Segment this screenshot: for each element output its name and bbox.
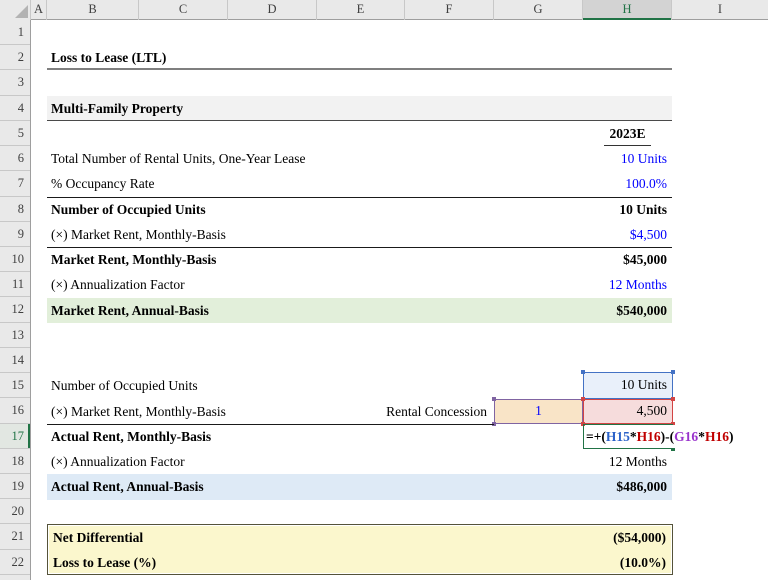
green-total-band <box>47 298 672 323</box>
border-above-row8 <box>47 197 672 198</box>
cell-h21-value[interactable]: ($54,000) <box>613 530 666 545</box>
cell-h22-value[interactable]: (10.0%) <box>619 555 666 570</box>
col-header-i[interactable]: I <box>717 2 723 16</box>
ref-handle <box>581 370 585 374</box>
formula-ref-h16: H16 <box>636 429 661 444</box>
col-header-h-selected[interactable]: H <box>583 0 672 20</box>
row-header[interactable]: 5 <box>0 121 30 147</box>
col-header-e[interactable]: E <box>317 0 405 20</box>
sheet-title-cell[interactable]: Loss to Lease (LTL) <box>47 45 672 70</box>
cell-h7-value[interactable]: 100.0% <box>625 176 667 191</box>
cell-h18-value[interactable]: 12 Months <box>608 454 667 469</box>
cell-b19-label[interactable]: Actual Rent, Annual-Basis <box>51 479 204 494</box>
cell-g16-ref-highlight[interactable]: 1 <box>492 397 585 426</box>
row-header[interactable]: 20 <box>0 499 30 525</box>
row-header[interactable]: 16 <box>0 398 30 424</box>
cell-h19-value[interactable]: $486,000 <box>616 479 667 494</box>
formula-part: =+( <box>586 429 606 444</box>
row-header[interactable]: 9 <box>0 222 30 247</box>
row-header[interactable]: 7 <box>0 171 30 197</box>
formula-edit-text[interactable]: =+(H15*H16)-(G16*H16) <box>586 425 736 448</box>
cell-b9-label[interactable]: (×) Market Rent, Monthly-Basis <box>51 227 226 242</box>
cell-b10-label[interactable]: Market Rent, Monthly-Basis <box>51 252 217 267</box>
col-header-f[interactable]: F <box>405 0 494 20</box>
row-header[interactable]: 12 <box>0 297 30 323</box>
cell-b15-label[interactable]: Number of Occupied Units <box>51 378 198 393</box>
cell-h15-value: 10 Units <box>620 377 667 392</box>
cell-b8-label[interactable]: Number of Occupied Units <box>51 202 206 217</box>
section-header-cell[interactable]: Multi-Family Property <box>47 96 672 121</box>
ref-handle <box>492 422 496 426</box>
col-header-c[interactable]: C <box>139 0 228 20</box>
ref-handle <box>581 397 585 401</box>
cell-b7-label[interactable]: % Occupancy Rate <box>51 176 155 191</box>
formula-part: ) <box>728 429 734 444</box>
cell-b22-label[interactable]: Loss to Lease (%) <box>53 555 157 570</box>
formula-part: * <box>629 429 637 444</box>
row-header[interactable]: 10 <box>0 247 30 273</box>
row-header[interactable]: 22 <box>0 550 30 575</box>
ref-handle <box>671 422 675 426</box>
cell-b16-label[interactable]: (×) Market Rent, Monthly-Basis <box>51 404 226 419</box>
border-above-row17 <box>47 424 494 425</box>
cell-h12-value[interactable]: $540,000 <box>616 303 667 318</box>
row-header[interactable]: 19 <box>0 474 30 500</box>
cell-h11-value[interactable]: 12 Months <box>608 277 667 292</box>
formula-ref-h16b: H16 <box>704 429 729 444</box>
col-header-g[interactable]: G <box>494 0 583 20</box>
row-header[interactable]: 2 <box>0 45 30 71</box>
cell-h10-value[interactable]: $45,000 <box>623 252 667 267</box>
blue-total-band <box>47 474 672 500</box>
col-header-b[interactable]: B <box>47 0 139 20</box>
select-all-corner[interactable] <box>0 0 31 20</box>
cell-h9-value[interactable]: $4,500 <box>629 227 667 242</box>
row-header[interactable]: 1 <box>0 20 30 46</box>
year-header-text: 2023E <box>604 123 651 146</box>
cell-h6-value[interactable]: 10 Units <box>620 151 667 166</box>
cell-h8-value[interactable]: 10 Units <box>619 202 667 217</box>
col-header-a[interactable]: A <box>31 0 47 20</box>
formula-ref-h15: H15 <box>605 429 630 444</box>
select-all-triangle-icon <box>15 5 28 18</box>
row-header[interactable]: 21 <box>0 524 30 550</box>
ref-handle <box>671 447 675 451</box>
formula-part: * <box>698 429 705 444</box>
cell-b21-label[interactable]: Net Differential <box>53 530 144 545</box>
column-header-row: A B C D E F G H I <box>0 0 768 20</box>
cell-b17-label[interactable]: Actual Rent, Monthly-Basis <box>51 429 212 444</box>
cell-b6-label[interactable]: Total Number of Rental Units, One-Year L… <box>51 151 306 166</box>
row-header[interactable]: 15 <box>0 373 30 399</box>
cell-b18-label[interactable]: (×) Annualization Factor <box>51 454 185 469</box>
row-header-column: 1234567891011121314151617181920212223 <box>0 20 31 580</box>
cell-h15-ref-highlight[interactable]: 10 Units <box>581 370 675 401</box>
cell-h16-value: 4,500 <box>636 403 667 418</box>
row-header[interactable]: 13 <box>0 323 30 348</box>
ref-handle <box>671 397 675 401</box>
row-header[interactable]: 3 <box>0 70 30 96</box>
row-header[interactable]: 17 <box>0 423 30 449</box>
row-header[interactable]: 14 <box>0 348 30 374</box>
formula-part: )-( <box>660 429 675 444</box>
rental-concession-label[interactable]: Rental Concession <box>386 404 487 419</box>
cell-h16-ref-highlight[interactable]: 4,500 <box>581 397 675 426</box>
cell-g16-value: 1 <box>535 403 542 418</box>
ref-handle <box>671 370 675 374</box>
row-header[interactable]: 4 <box>0 96 30 121</box>
row-header[interactable]: 8 <box>0 197 30 222</box>
formula-ref-g16: G16 <box>674 429 699 444</box>
border-above-row10 <box>47 247 672 248</box>
ref-handle <box>492 397 496 401</box>
output-box <box>47 524 673 575</box>
row-header[interactable]: 6 <box>0 146 30 172</box>
year-header-cell[interactable]: 2023E <box>583 121 672 146</box>
row-header[interactable]: 23 <box>0 575 30 580</box>
cell-b11-label[interactable]: (×) Annualization Factor <box>51 277 185 292</box>
row-header[interactable]: 11 <box>0 272 30 298</box>
col-header-d[interactable]: D <box>228 0 317 20</box>
cell-b12-label[interactable]: Market Rent, Annual-Basis <box>51 303 209 318</box>
row-header[interactable]: 18 <box>0 449 30 474</box>
